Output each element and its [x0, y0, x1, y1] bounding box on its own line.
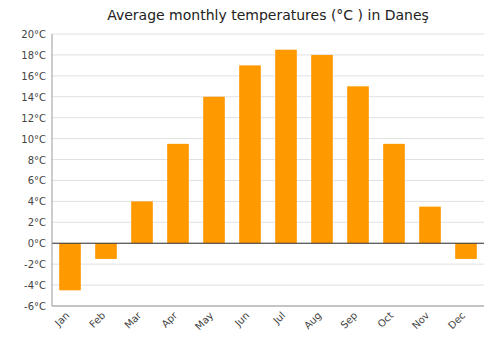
bar	[131, 201, 153, 243]
grid-line	[52, 117, 484, 118]
x-tick-label: Mar	[122, 309, 144, 331]
x-tick-label: Sep	[338, 310, 359, 331]
y-tick-label: -4°C	[24, 280, 46, 291]
title: Average monthly temperatures (°C ) in Da…	[107, 7, 429, 23]
grid-line	[52, 264, 484, 265]
x-tick-label: Apr	[159, 309, 180, 330]
grid-line	[52, 75, 484, 76]
bar	[419, 207, 441, 244]
grid-line	[52, 243, 484, 244]
x-axis-line	[52, 306, 484, 307]
grid-line	[52, 285, 484, 286]
bars	[59, 50, 477, 291]
y-tick-label: 18°C	[21, 50, 46, 61]
bar	[203, 97, 225, 243]
x-tick-label: Dec	[446, 310, 467, 331]
bar	[347, 86, 369, 243]
grid-line	[52, 159, 484, 160]
x-tick-label: Jul	[270, 310, 287, 327]
grid-line	[52, 34, 484, 35]
y-tick-label: 14°C	[21, 92, 46, 103]
y-tick-label: -2°C	[24, 259, 46, 270]
grid-line	[52, 201, 484, 202]
bar	[95, 243, 117, 259]
x-tick-label: Jan	[52, 310, 71, 329]
y-tick-label: 0°C	[28, 238, 46, 249]
y-tick-label: 20°C	[21, 29, 46, 40]
grid-line	[52, 306, 484, 307]
x-tick-label: Jun	[232, 310, 252, 330]
chart-container: Average monthly temperatures (°C ) in Da…	[0, 0, 500, 350]
y-tick-label: 4°C	[28, 196, 46, 207]
grid-line	[52, 138, 484, 139]
x-tick-label: Oct	[375, 310, 395, 330]
chart-svg: Average monthly temperatures (°C ) in Da…	[0, 0, 500, 350]
bar	[455, 243, 477, 259]
x-tick-label: Feb	[87, 310, 107, 330]
y-axis-line	[52, 34, 53, 306]
y-tick-label: 6°C	[28, 175, 46, 186]
y-tick-label: -6°C	[24, 301, 46, 312]
y-tick-label: 2°C	[28, 217, 46, 228]
x-tick-label: May	[193, 310, 215, 332]
bar	[167, 144, 189, 243]
bar	[383, 144, 405, 243]
y-tick-label: 8°C	[28, 155, 46, 166]
bar	[311, 55, 333, 243]
y-tick-label: 16°C	[21, 71, 46, 82]
grid	[52, 34, 484, 306]
bar	[275, 50, 297, 244]
baseline	[52, 243, 484, 244]
x-tick-label: Aug	[302, 310, 324, 332]
grid-line	[52, 54, 484, 55]
grid-line	[52, 96, 484, 97]
bar	[59, 243, 81, 290]
x-tick-label: Nov	[410, 310, 432, 332]
y-tick-label: 12°C	[21, 113, 46, 124]
bar	[239, 65, 261, 243]
grid-line	[52, 180, 484, 181]
y-tick-label: 10°C	[21, 134, 46, 145]
